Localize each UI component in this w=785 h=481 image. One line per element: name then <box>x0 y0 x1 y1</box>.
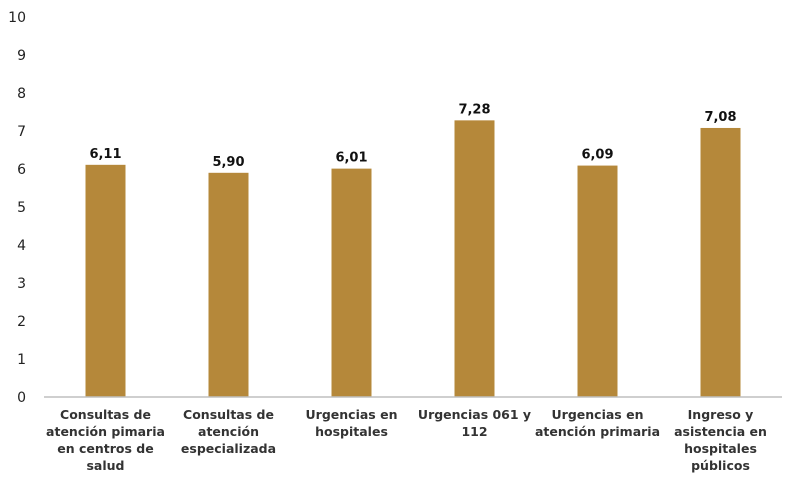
data-label: 6,09 <box>581 148 613 163</box>
y-tick-label: 5 <box>17 200 26 216</box>
data-labels: 6,11 5,90 6,01 7,28 6,09 7,08 <box>89 102 736 169</box>
y-axis-ticks: 0 1 2 3 4 5 6 7 8 9 10 <box>8 10 26 406</box>
x-tick-label: Urgencias 061 y 112 <box>418 407 531 439</box>
x-tick-label: Ingreso y asistencia en hospitales públicos <box>674 407 767 473</box>
y-tick-label: 8 <box>17 86 26 102</box>
y-tick-label: 3 <box>17 276 26 292</box>
y-tick-label: 6 <box>17 162 26 178</box>
y-tick-label: 4 <box>17 238 26 254</box>
x-tick-label: Urgencias en atención primaria <box>535 407 660 439</box>
x-tick-label: Urgencias en hospitales <box>306 407 398 439</box>
data-label: 7,28 <box>458 102 490 117</box>
bar <box>700 127 741 398</box>
data-label: 6,11 <box>89 147 121 162</box>
bar <box>208 172 249 397</box>
x-tick-label: Consultas de atención pimaria en centros d… <box>46 407 165 473</box>
data-label: 6,01 <box>335 151 367 166</box>
bar <box>85 164 126 397</box>
bar <box>454 120 495 398</box>
category-labels: Consultas de atención pimaria en centros d… <box>46 407 767 473</box>
bar <box>331 168 372 397</box>
data-label: 7,08 <box>704 110 736 125</box>
bars <box>85 120 741 398</box>
y-tick-label: 10 <box>8 10 26 26</box>
bar <box>577 165 618 397</box>
y-tick-label: 9 <box>17 48 26 64</box>
x-tick-label: Consultas de atención especializada <box>181 407 276 456</box>
y-tick-label: 7 <box>17 124 26 140</box>
y-tick-label: 0 <box>17 390 26 406</box>
y-tick-label: 2 <box>17 314 26 330</box>
data-label: 5,90 <box>212 155 244 170</box>
y-tick-label: 1 <box>17 352 26 368</box>
